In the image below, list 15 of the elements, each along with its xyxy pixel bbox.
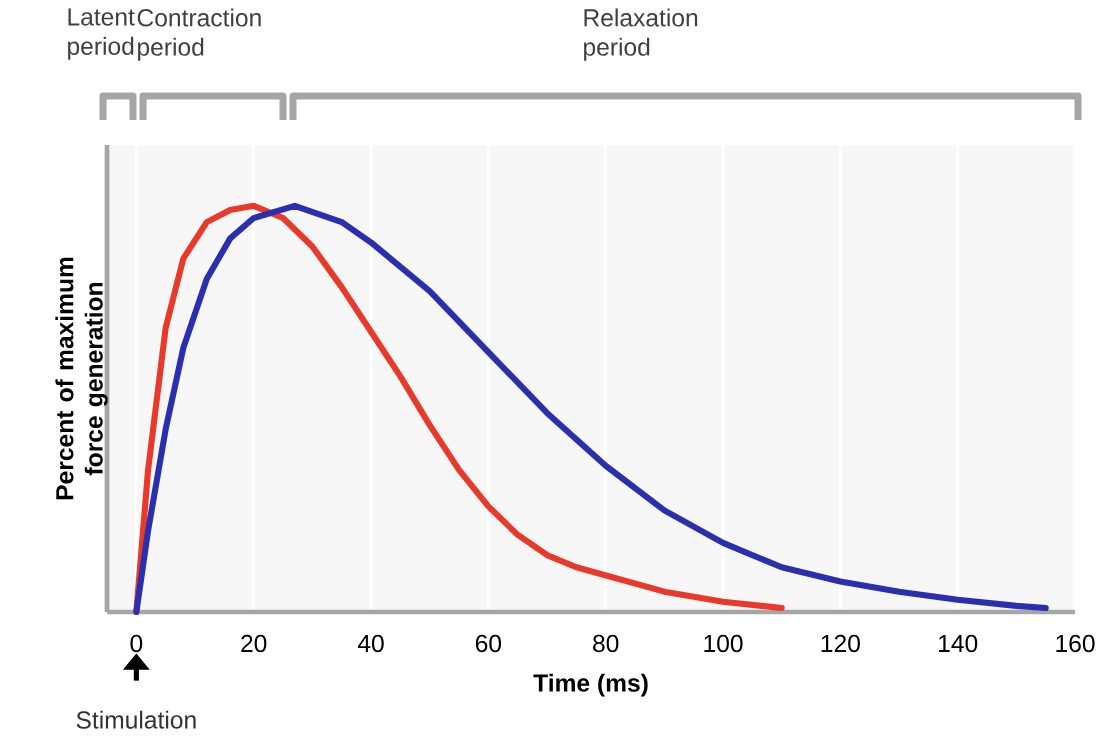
x-tick-label: 60 [475,634,502,653]
text: Contraction period [137,8,261,61]
text: Relaxation period [584,8,698,61]
x-tick-label: 120 [821,634,860,653]
x-tick-label: 160 [1056,634,1095,653]
x-tick-label: 20 [241,634,267,653]
x-tick-label: 100 [704,634,743,653]
x-tick-label: 140 [939,634,978,653]
x-tick-label: 40 [357,634,384,653]
y-axis-title: Percent of maximum force generation [55,257,108,500]
text: Latent period [68,8,135,60]
text: Stimulation [76,710,196,729]
x-tick-label: 80 [593,634,619,653]
x-axis-title: Time (ms) [533,673,648,697]
x-tick-label: 0 [130,634,143,653]
